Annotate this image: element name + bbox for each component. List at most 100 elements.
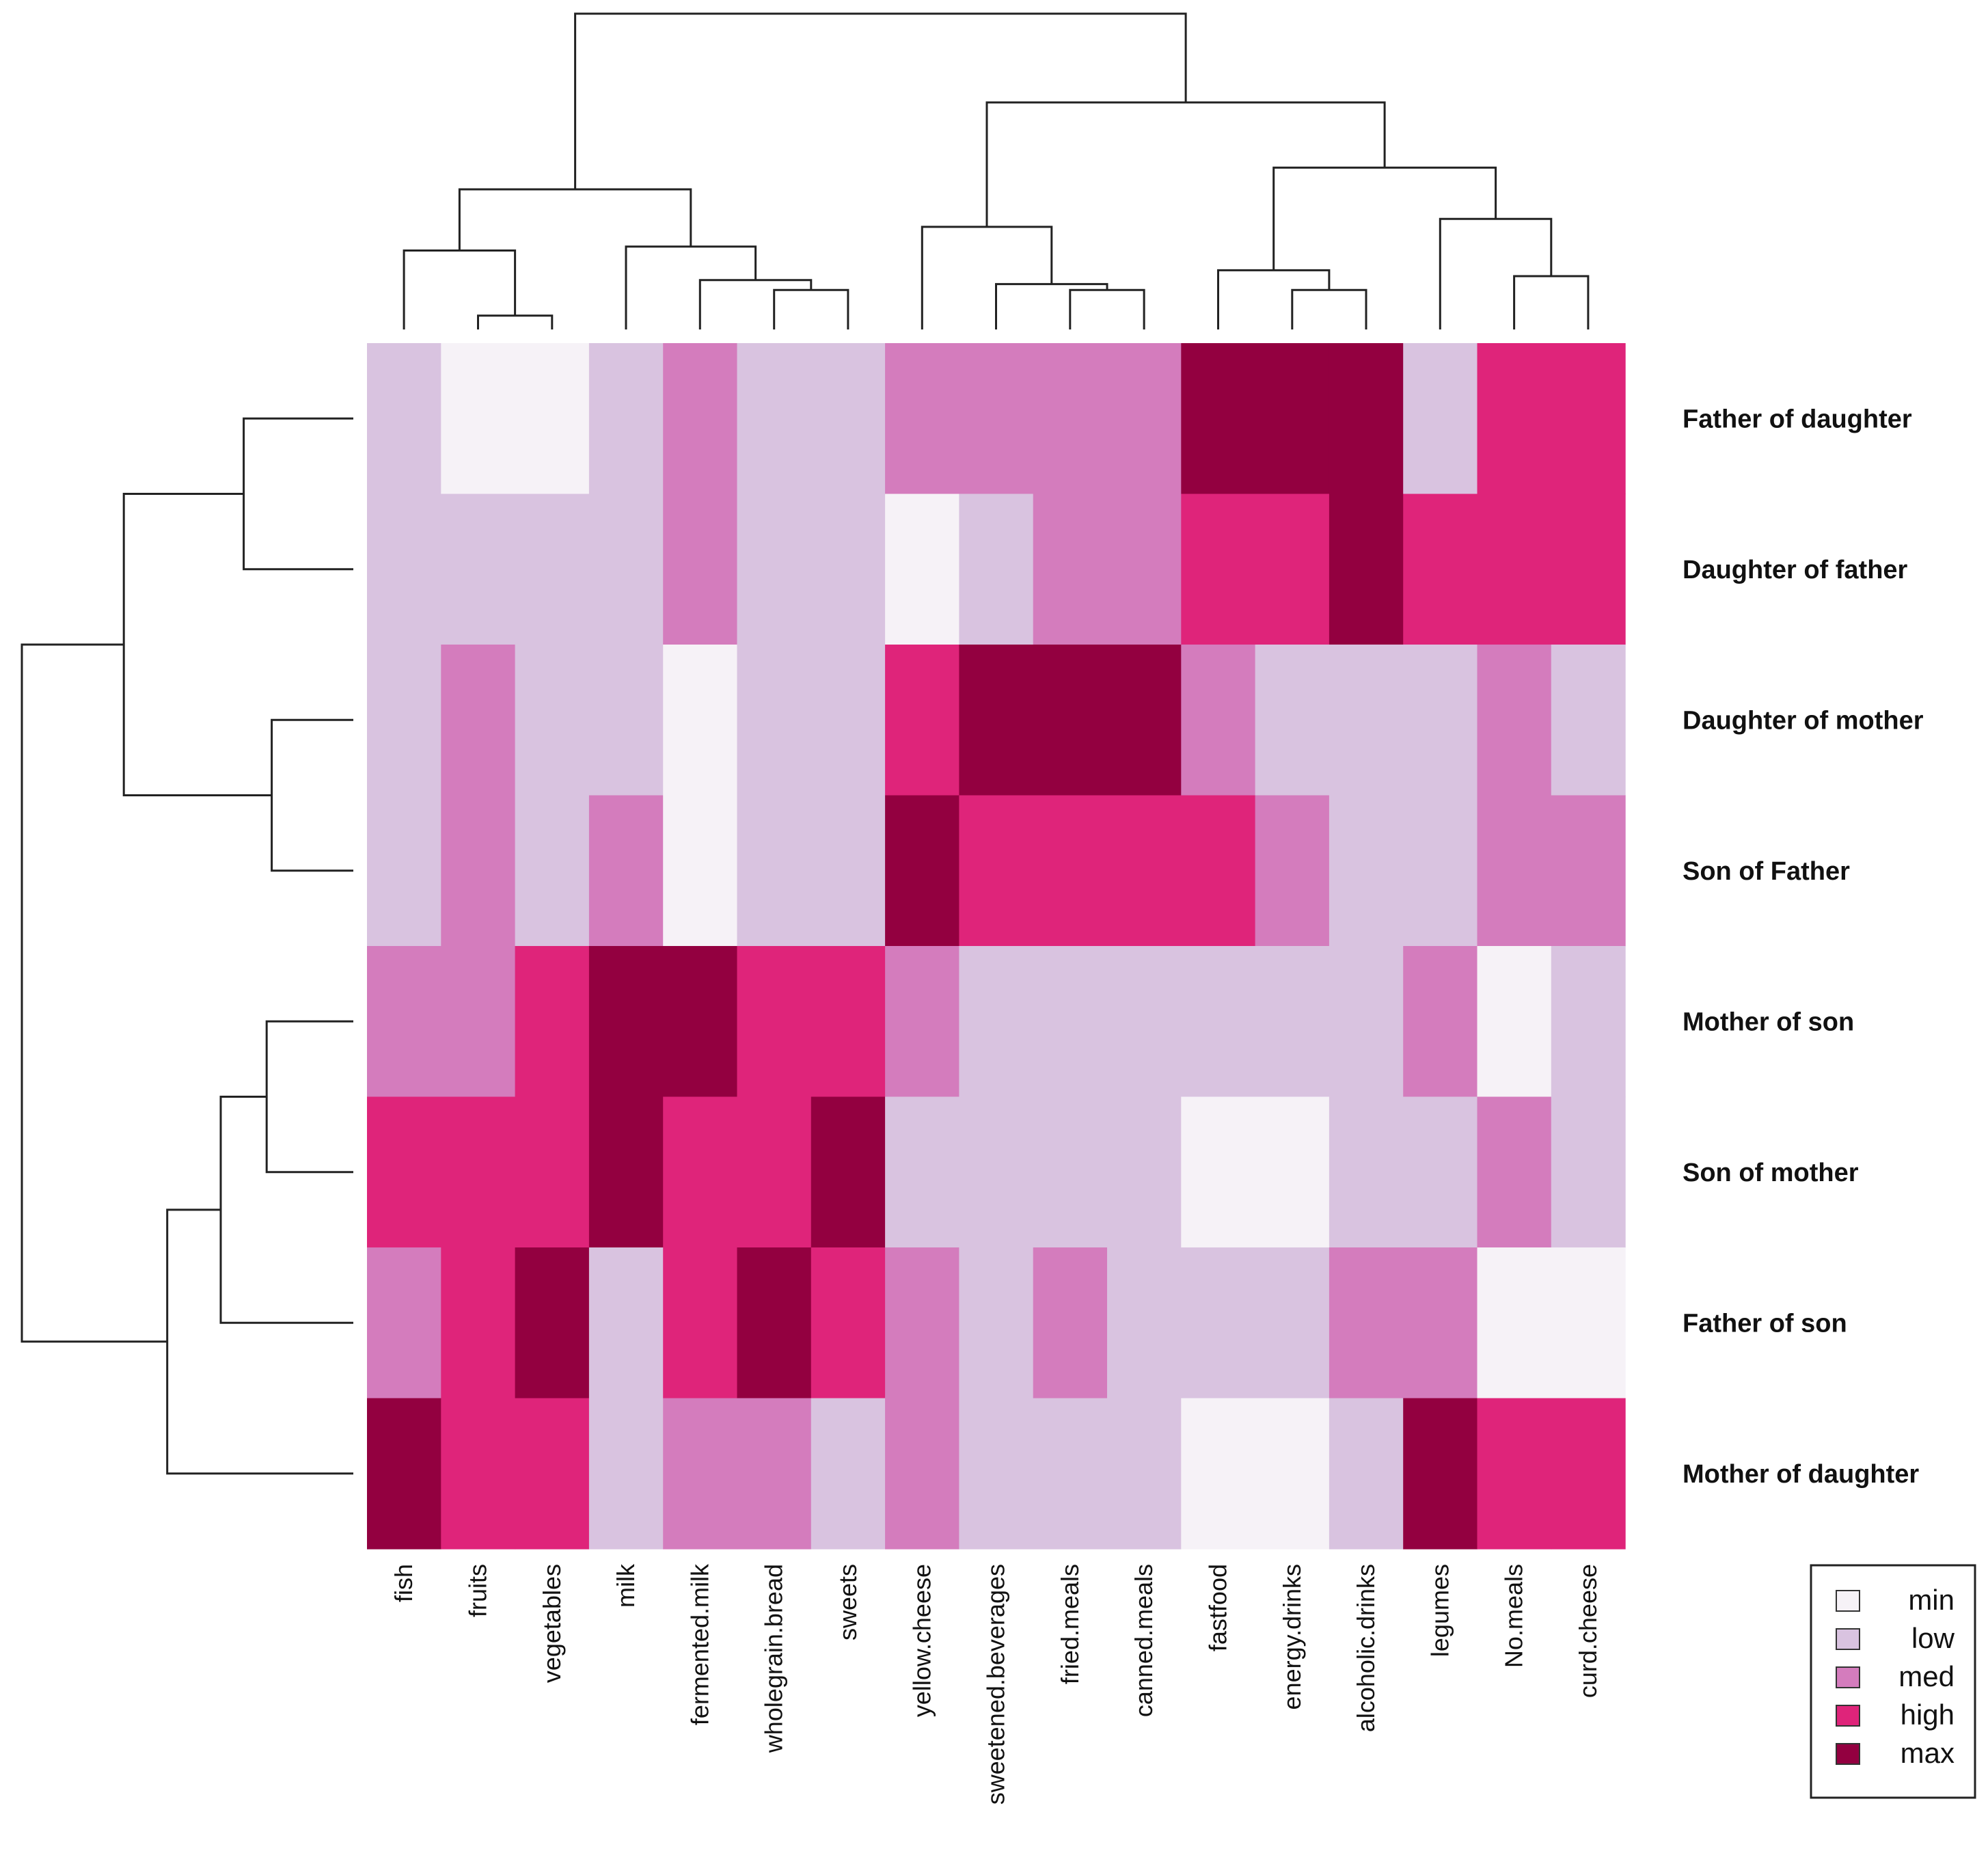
cell-father-of-son-fastfood — [1181, 1247, 1256, 1399]
cell-father-of-son-wholegrain-bread — [737, 1247, 812, 1399]
cell-son-of-mother-sweetened-beverages — [959, 1096, 1034, 1248]
cell-mother-of-daughter-wholegrain-bread — [737, 1398, 812, 1550]
cell-son-of-father-wholegrain-bread — [737, 795, 812, 947]
cell-daughter-of-father-sweetened-beverages — [959, 494, 1034, 645]
legend-label-low: low — [1911, 1622, 1955, 1654]
cell-father-of-daughter-legumes — [1403, 343, 1478, 495]
cell-daughter-of-father-alcoholic-drinks — [1329, 494, 1404, 645]
cell-son-of-mother-fastfood — [1181, 1096, 1256, 1248]
cell-daughter-of-father-canned-meals — [1107, 494, 1182, 645]
cell-daughter-of-mother-no-meals — [1477, 645, 1552, 796]
cell-father-of-daughter-alcoholic-drinks — [1329, 343, 1404, 495]
cell-son-of-father-legumes — [1403, 795, 1478, 947]
cell-mother-of-daughter-fermented-milk — [663, 1398, 738, 1550]
cell-son-of-father-canned-meals — [1107, 795, 1182, 947]
cell-mother-of-daughter-fruits — [441, 1398, 516, 1550]
cell-father-of-son-vegetables — [515, 1247, 590, 1399]
column-label-wholegrain-bread: wholegrain.bread — [760, 1564, 788, 1753]
cell-son-of-mother-fried-meals — [1033, 1096, 1108, 1248]
cell-daughter-of-father-fastfood — [1181, 494, 1256, 645]
column-label-fish: fish — [390, 1564, 418, 1602]
heatmap-cells — [367, 343, 1626, 1550]
row-labels: Father of daughter Daughter of father Daug… — [1683, 405, 1924, 1489]
row-dendrogram-link — [21, 643, 167, 1343]
cell-mother-of-son-alcoholic-drinks — [1329, 946, 1404, 1098]
cell-mother-of-son-fish — [367, 946, 441, 1098]
column-label-no-meals: No.meals — [1500, 1564, 1528, 1668]
cell-father-of-son-alcoholic-drinks — [1329, 1247, 1404, 1399]
cell-daughter-of-father-vegetables — [515, 494, 590, 645]
cell-son-of-mother-canned-meals — [1107, 1096, 1182, 1248]
cell-father-of-son-no-meals — [1477, 1247, 1552, 1399]
cell-son-of-mother-wholegrain-bread — [737, 1096, 812, 1248]
cell-father-of-son-canned-meals — [1107, 1247, 1182, 1399]
column-label-vegetables: vegetables — [538, 1564, 566, 1683]
cell-son-of-mother-curd-cheese — [1551, 1096, 1626, 1248]
cell-mother-of-daughter-energy-drinks — [1255, 1398, 1330, 1550]
column-label-fermented-milk: fermented.milk — [685, 1563, 713, 1725]
cell-daughter-of-father-fish — [367, 494, 441, 645]
cell-son-of-father-fried-meals — [1033, 795, 1108, 947]
cell-mother-of-son-wholegrain-bread — [737, 946, 812, 1098]
cell-mother-of-son-sweetened-beverages — [959, 946, 1034, 1098]
cell-father-of-son-fermented-milk — [663, 1247, 738, 1399]
cell-daughter-of-father-fried-meals — [1033, 494, 1108, 645]
cell-father-of-daughter-energy-drinks — [1255, 343, 1330, 495]
column-dendrogram-link — [574, 12, 1187, 189]
cell-father-of-son-energy-drinks — [1255, 1247, 1330, 1399]
cell-daughter-of-mother-vegetables — [515, 645, 590, 796]
cell-mother-of-son-fastfood — [1181, 946, 1256, 1098]
cell-son-of-father-sweetened-beverages — [959, 795, 1034, 947]
column-labels: fish fruits vegetables milk fermented.milk wh… — [390, 1563, 1602, 1805]
cell-father-of-daughter-curd-cheese — [1551, 343, 1626, 495]
row-label-father-of-daughter: Father of daughter — [1683, 405, 1912, 433]
column-label-sweets: sweets — [834, 1564, 862, 1640]
cell-son-of-father-alcoholic-drinks — [1329, 795, 1404, 947]
cell-mother-of-daughter-fried-meals — [1033, 1398, 1108, 1550]
cell-daughter-of-mother-wholegrain-bread — [737, 645, 812, 796]
cell-mother-of-daughter-alcoholic-drinks — [1329, 1398, 1404, 1550]
cell-father-of-son-legumes — [1403, 1247, 1478, 1399]
column-label-curd-cheese: curd.cheese — [1574, 1564, 1602, 1698]
cell-son-of-father-vegetables — [515, 795, 590, 947]
row-label-son-of-mother: Son of mother — [1683, 1159, 1859, 1187]
cell-son-of-father-milk — [588, 795, 664, 947]
row-label-son-of-father: Son of Father — [1683, 857, 1850, 886]
cell-mother-of-daughter-sweetened-beverages — [959, 1398, 1034, 1550]
cell-daughter-of-mother-curd-cheese — [1551, 645, 1626, 796]
cell-son-of-father-fermented-milk — [663, 795, 738, 947]
cell-father-of-daughter-wholegrain-bread — [737, 343, 812, 495]
cell-daughter-of-mother-legumes — [1403, 645, 1478, 796]
column-label-energy-drinks: energy.drinks — [1278, 1564, 1306, 1710]
column-label-fried-meals: fried.meals — [1056, 1564, 1084, 1684]
cell-mother-of-son-milk — [588, 946, 664, 1098]
cell-son-of-father-fastfood — [1181, 795, 1256, 947]
cell-father-of-daughter-no-meals — [1477, 343, 1552, 495]
column-label-sweetened-beverages: sweetened.beverages — [982, 1564, 1010, 1805]
cell-daughter-of-father-fruits — [441, 494, 516, 645]
cell-daughter-of-father-legumes — [1403, 494, 1478, 645]
column-label-fastfood: fastfood — [1203, 1564, 1231, 1651]
cell-son-of-mother-legumes — [1403, 1096, 1478, 1248]
cell-son-of-mother-fruits — [441, 1096, 516, 1248]
cell-son-of-mother-no-meals — [1477, 1096, 1552, 1248]
cell-son-of-mother-energy-drinks — [1255, 1096, 1330, 1248]
legend-swatch-high — [1836, 1705, 1860, 1727]
cell-son-of-father-fish — [367, 795, 441, 947]
cell-mother-of-son-curd-cheese — [1551, 946, 1626, 1098]
cell-daughter-of-father-wholegrain-bread — [737, 494, 812, 645]
row-label-father-of-son: Father of son — [1683, 1309, 1847, 1338]
cell-mother-of-daughter-fish — [367, 1398, 441, 1550]
cell-mother-of-son-energy-drinks — [1255, 946, 1330, 1098]
legend-label-max: max — [1901, 1737, 1955, 1769]
column-label-fruits: fruits — [463, 1564, 491, 1617]
cell-father-of-son-curd-cheese — [1551, 1247, 1626, 1399]
cell-father-of-daughter-canned-meals — [1107, 343, 1182, 495]
cell-father-of-daughter-sweets — [811, 343, 886, 495]
cell-mother-of-daughter-milk — [588, 1398, 664, 1550]
cell-mother-of-daughter-vegetables — [515, 1398, 590, 1550]
cell-father-of-daughter-fermented-milk — [663, 343, 738, 495]
cell-son-of-mother-yellow-cheese — [885, 1096, 959, 1248]
cell-daughter-of-father-energy-drinks — [1255, 494, 1330, 645]
